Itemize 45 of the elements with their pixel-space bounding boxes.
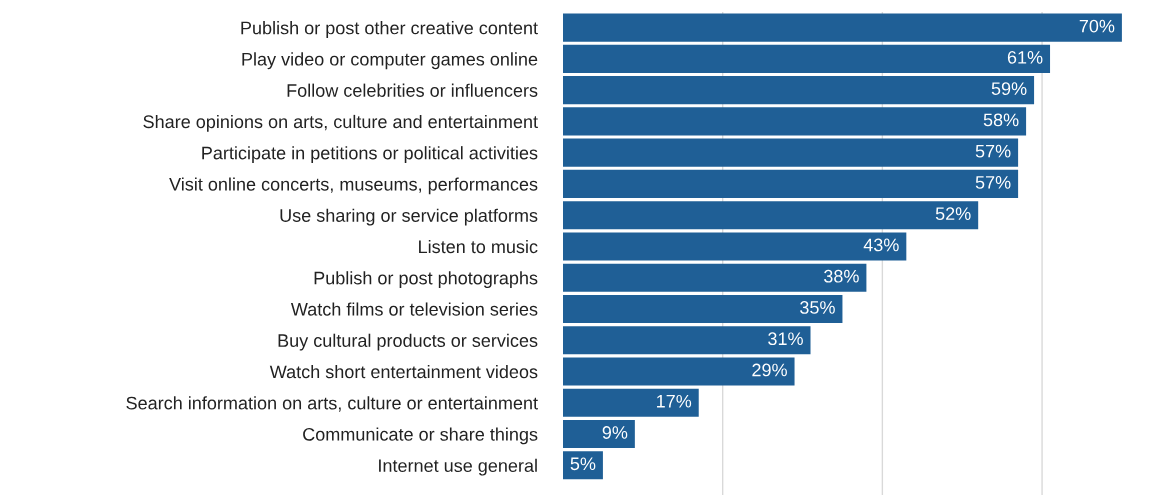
data-label: 70%	[1079, 19, 1115, 33]
y-tick-label: Search information on arts, culture or entertainment	[126, 396, 538, 412]
y-tick-label: Visit online concerts, museums, performances	[169, 177, 538, 195]
bar	[563, 326, 811, 355]
bar	[563, 138, 1019, 167]
data-label: 17%	[657, 394, 692, 408]
y-tick-label: Share opinions on arts, culture and entertainment	[143, 114, 538, 132]
bar	[563, 451, 603, 480]
bar	[563, 388, 699, 417]
y-tick-label: Watch short entertainment videos	[269, 364, 538, 379]
data-label: 57%	[975, 144, 1011, 158]
y-tick-label: Buy cultural products or services	[278, 333, 538, 351]
data-label: 38%	[824, 269, 859, 283]
y-tick-label: Publish or post photographs	[314, 271, 538, 289]
data-label: 61%	[1007, 50, 1043, 64]
bar	[563, 44, 1051, 73]
data-label: 43%	[863, 238, 899, 252]
bar	[563, 263, 867, 292]
y-tick-label: Publish or post other creative content	[241, 21, 538, 38]
bar	[563, 357, 795, 386]
bar	[563, 201, 979, 230]
data-label: 52%	[935, 207, 971, 221]
data-label: 57%	[975, 176, 1011, 189]
data-label: 35%	[800, 301, 835, 314]
y-tick-label: Use sharing or service platforms	[280, 208, 538, 226]
bar	[563, 294, 843, 324]
bar	[563, 419, 635, 449]
y-tick-label: Follow celebrities or influencers	[287, 83, 538, 97]
y-tick-label: Play video or computer games online	[242, 52, 538, 70]
y-tick-label: Listen to music	[419, 239, 538, 254]
data-label: 58%	[983, 113, 1019, 127]
data-label: 9%	[602, 426, 628, 439]
bar	[563, 169, 1019, 199]
data-label: 5%	[570, 457, 596, 471]
bar	[563, 76, 1035, 105]
bar	[563, 107, 1027, 136]
y-tick-label: Internet use general	[379, 458, 537, 476]
y-tick-label: Participate in petitions or political activities	[202, 146, 538, 163]
data-label: 59%	[991, 82, 1027, 95]
data-label: 31%	[768, 332, 803, 346]
bar	[563, 13, 1122, 42]
data-label: 29%	[752, 363, 787, 377]
bar	[563, 232, 907, 261]
y-tick-label: Communicate or share things	[303, 427, 538, 445]
y-tick-label: Watch films or television series	[290, 302, 538, 316]
